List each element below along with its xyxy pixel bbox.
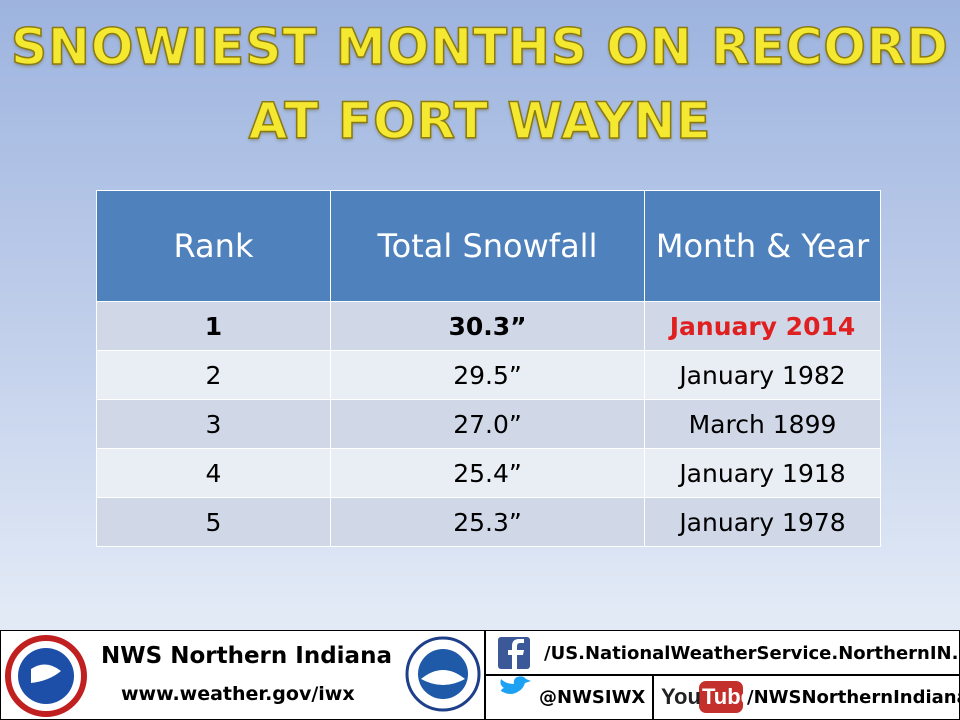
table-cell: 1 — [96, 301, 331, 351]
table-cell: March 1899 — [644, 399, 881, 449]
table: Rank Total Snowfall Month & Year 1 30.3” J… — [96, 190, 881, 547]
footer: NWS Northern Indiana www.weather.gov/iwx… — [0, 630, 960, 720]
youtube-logo-text: You — [661, 684, 701, 709]
twitter-link[interactable]: @NWSIWX — [539, 687, 646, 708]
footer-graphics — [5, 631, 959, 719]
table-cell: 5 — [96, 497, 331, 547]
noaa-logo — [421, 670, 465, 685]
youtube-link[interactable]: /NWSNorthernIndiana — [747, 687, 960, 708]
header-cell: Month & Year — [644, 190, 881, 302]
nws-logo — [31, 664, 61, 683]
header-cell: Total Snowfall — [330, 190, 645, 302]
twitter-icon — [500, 676, 531, 694]
table-cell: 27.0” — [330, 399, 645, 449]
table-row: 5 25.3” January 1978 — [96, 497, 881, 547]
table-cell: January 1982 — [644, 350, 881, 400]
table-cell: 29.5” — [330, 350, 645, 400]
table-cell: January 1978 — [644, 497, 881, 547]
table-row: 2 29.5” January 1982 — [96, 350, 881, 400]
facebook-link[interactable]: /US.NationalWeatherService.NorthernIN.go… — [544, 643, 960, 664]
nws-name: NWS Northern Indiana — [101, 643, 392, 669]
table-row: 4 25.4” January 1918 — [96, 448, 881, 498]
header-cell: Rank — [96, 190, 331, 302]
table-cell: 3 — [96, 399, 331, 449]
table-row: 1 30.3” January 2014 — [96, 301, 881, 351]
table-cell: January 2014 — [644, 301, 881, 351]
table-cell: 25.3” — [330, 497, 645, 547]
nws-url[interactable]: www.weather.gov/iwx — [121, 683, 355, 705]
table-cell: January 1918 — [644, 448, 881, 498]
table-cell: 2 — [96, 350, 331, 400]
title-line: SNOWIEST MONTHS ON RECORD — [10, 17, 949, 77]
table-cell: 4 — [96, 448, 331, 498]
title-line: AT FORT WAYNE — [248, 91, 712, 151]
table-cell: 30.3” — [330, 301, 645, 351]
facebook-icon — [508, 639, 524, 669]
header-row: Rank Total Snowfall Month & Year — [96, 190, 881, 302]
youtube-logo-text: Tube — [702, 684, 753, 709]
youtube-logo — [699, 681, 743, 713]
table-row: 3 27.0” March 1899 — [96, 399, 881, 449]
table-cell: 25.4” — [330, 448, 645, 498]
